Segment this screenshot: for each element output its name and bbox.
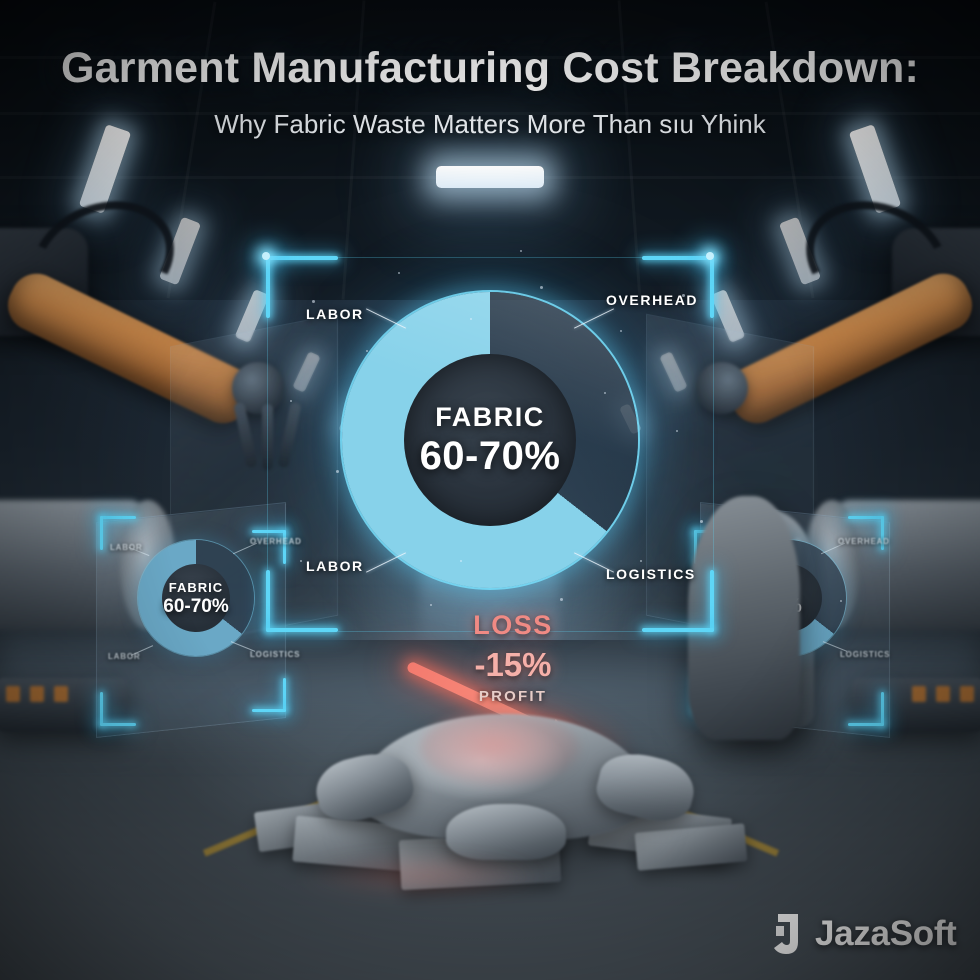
jazasoft-j-mark-icon (768, 912, 804, 956)
fabric-mound-red-glow (420, 710, 580, 786)
loss-title: LOSS (473, 610, 553, 640)
callout-labor-bottom: LABOR (306, 558, 364, 574)
mini-center-label: FABRIC (168, 579, 224, 595)
mini-callout-overhead: OVERHEAD (250, 537, 302, 546)
center-value: 60-70% (419, 434, 561, 478)
callout-overhead: OVERHEAD (606, 292, 699, 308)
main-donut-center: FABRIC 60-70% (404, 354, 576, 526)
page-subtitle: Why Fabric Waste Matters More Than sıu Y… (214, 109, 766, 139)
mini-center-value: 60-70% (163, 595, 229, 617)
pile-red-floor-glow (300, 856, 540, 896)
mini-donut-center-left: FABRIC 60-70% (162, 564, 230, 632)
mini-callout-logistics-r: LOGISTICS (840, 650, 891, 659)
brand-name-text: JazaSoft (815, 914, 957, 953)
page-title: Garment Manufacturing Cost Breakdown: (61, 44, 919, 92)
callout-logistics: LOGISTICS (606, 566, 696, 582)
center-label: FABRIC (435, 402, 545, 432)
brand-logo[interactable]: JazaSoft (768, 892, 980, 956)
mini-callout-labor-tl: LABOR (110, 543, 143, 552)
ceiling-light (436, 166, 544, 188)
loss-value: -15% (474, 646, 552, 683)
title-block: Garment Manufacturing Cost Breakdown: Wh… (0, 44, 980, 140)
mini-callout-labor-bl: LABOR (108, 652, 141, 661)
mini-callout-overhead-r: OVERHEAD (838, 537, 890, 546)
callout-labor-top: LABOR (306, 306, 364, 322)
brand-name: JazaSoft (815, 892, 980, 954)
loss-annotation: LOSS -15% PROFIT (398, 610, 628, 705)
mini-callout-logistics: LOGISTICS (250, 650, 301, 659)
